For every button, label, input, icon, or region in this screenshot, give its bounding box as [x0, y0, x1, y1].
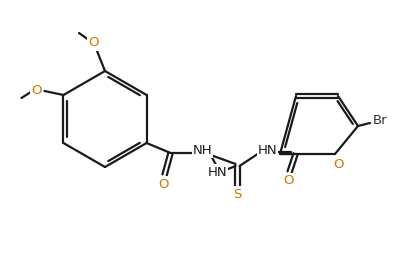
- Text: HN: HN: [258, 144, 277, 156]
- Text: HN: HN: [208, 166, 228, 179]
- Text: O: O: [158, 178, 169, 190]
- Text: S: S: [233, 187, 242, 200]
- Text: O: O: [283, 174, 294, 187]
- Text: Br: Br: [372, 115, 387, 128]
- Text: O: O: [88, 37, 98, 50]
- Text: O: O: [333, 157, 343, 170]
- Text: NH: NH: [193, 144, 212, 156]
- Text: O: O: [31, 85, 41, 98]
